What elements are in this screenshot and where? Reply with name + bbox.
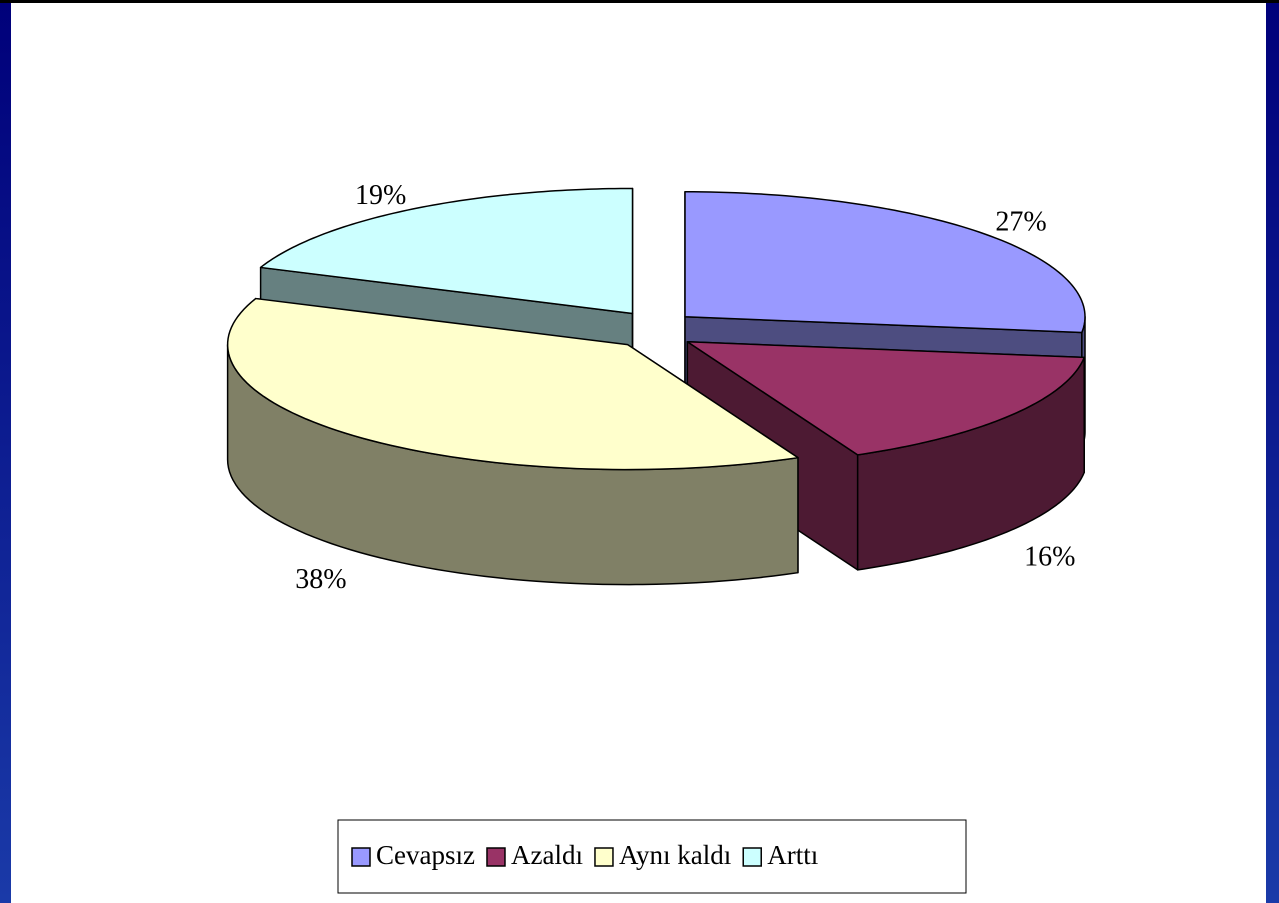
legend-label: Cevapsız [376, 840, 475, 870]
legend-label: Azaldı [511, 840, 583, 870]
slice [259, 187, 634, 315]
slice [686, 341, 1085, 456]
legend-swatch [594, 847, 614, 867]
data-label: 38% [295, 564, 346, 595]
data-label: 19% [355, 180, 406, 211]
frame-left [0, 0, 11, 903]
legend-swatch [742, 847, 762, 867]
slice [684, 191, 1086, 334]
data-label: 16% [1024, 541, 1075, 572]
frame-top [0, 0, 1279, 3]
data-label: 27% [995, 207, 1046, 238]
slice [226, 297, 799, 471]
legend-swatch [486, 847, 506, 867]
legend-label: Arttı [767, 840, 818, 870]
legend-swatch [351, 847, 371, 867]
slice-tops [226, 187, 1086, 471]
legend-label: Aynı kaldı [619, 840, 731, 870]
frame-right [1266, 0, 1279, 903]
legend-box [337, 819, 967, 894]
